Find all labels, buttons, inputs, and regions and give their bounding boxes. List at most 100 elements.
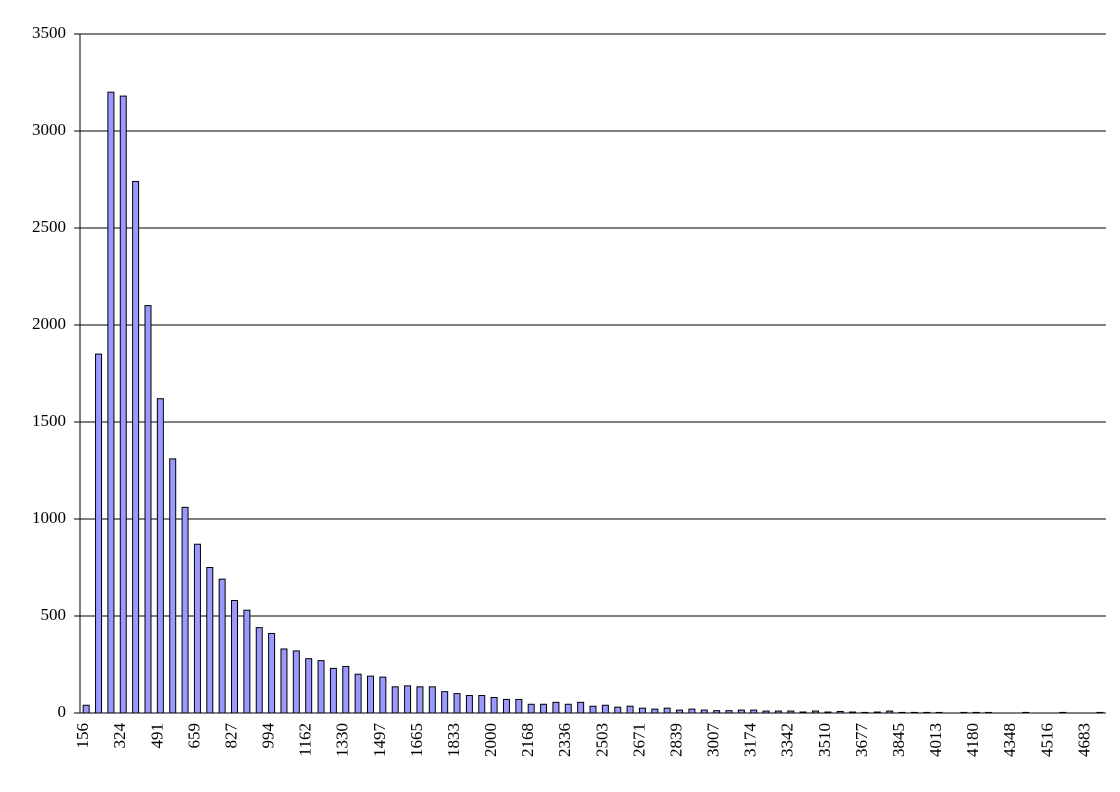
bar [404, 685, 412, 714]
bar [589, 705, 597, 714]
bar [366, 675, 374, 714]
bar [169, 458, 177, 714]
bar [935, 711, 943, 714]
x-tick-label: 659 [184, 723, 203, 749]
y-tick-label: 3000 [32, 120, 66, 139]
x-tick-label: 827 [221, 723, 240, 749]
bar [107, 91, 115, 714]
bar [329, 667, 337, 714]
x-tick-label: 3845 [889, 723, 908, 757]
bar [663, 707, 671, 714]
y-tick-label: 0 [58, 702, 67, 721]
bar [342, 665, 350, 714]
bar [713, 710, 721, 714]
bar [317, 660, 325, 714]
bar [428, 686, 436, 714]
x-tick-label: 1497 [370, 723, 389, 758]
bar [465, 695, 473, 714]
bar [391, 686, 399, 714]
bar [849, 711, 857, 714]
x-tick-label: 3510 [815, 723, 834, 757]
bar [354, 673, 362, 714]
bar [762, 710, 770, 714]
bar [638, 707, 646, 714]
bar [132, 180, 140, 714]
bar [1022, 711, 1030, 714]
bar [231, 599, 239, 714]
y-tick-label: 500 [41, 605, 67, 624]
bar [1059, 711, 1067, 714]
bar [886, 710, 894, 714]
bar [453, 693, 461, 714]
bar [144, 305, 152, 714]
bar [95, 353, 103, 714]
bar [243, 609, 251, 714]
bar [193, 543, 201, 714]
x-tick-label: 3174 [741, 723, 760, 758]
bar [478, 695, 486, 714]
x-tick-label: 2503 [592, 723, 611, 757]
bar [601, 704, 609, 714]
bar [268, 632, 276, 714]
y-tick-label: 3500 [32, 23, 66, 42]
bar [787, 710, 795, 714]
bar [923, 711, 931, 714]
bar [626, 705, 634, 714]
bar [750, 709, 758, 714]
bar [836, 710, 844, 714]
bar [119, 95, 127, 714]
x-tick-label: 156 [73, 723, 92, 749]
bar [552, 701, 560, 714]
x-tick-label: 4348 [1000, 723, 1019, 757]
bar [898, 711, 906, 714]
x-tick-label: 3677 [852, 723, 871, 758]
bar [441, 691, 449, 714]
bar [292, 650, 300, 714]
bar [379, 676, 387, 714]
bar [280, 648, 288, 714]
x-tick-label: 2000 [481, 723, 500, 757]
y-tick-label: 2000 [32, 314, 66, 333]
bar [156, 398, 164, 714]
x-tick-label: 2839 [666, 723, 685, 757]
bar [255, 627, 263, 714]
bar [861, 711, 869, 714]
x-tick-label: 2671 [629, 723, 648, 757]
bar [910, 711, 918, 714]
x-tick-label: 2168 [518, 723, 537, 757]
bar [527, 703, 535, 714]
x-tick-label: 1833 [444, 723, 463, 757]
bar [676, 709, 684, 714]
bar [972, 711, 980, 714]
x-tick-label: 4516 [1037, 723, 1056, 757]
x-tick-label: 3342 [778, 723, 797, 757]
bar [540, 703, 548, 714]
bar [416, 686, 424, 714]
bar [1096, 711, 1104, 714]
bar [799, 711, 807, 714]
bar [873, 711, 881, 714]
bar [725, 710, 733, 714]
y-tick-label: 2500 [32, 217, 66, 236]
x-tick-label: 491 [147, 723, 166, 749]
bar [577, 701, 585, 714]
bar [824, 711, 832, 714]
bar [651, 708, 659, 714]
bar [206, 567, 214, 714]
bar [564, 703, 572, 714]
x-tick-label: 1665 [407, 723, 426, 757]
bar [985, 711, 993, 714]
bar [82, 704, 90, 714]
bar [774, 710, 782, 714]
bar [305, 658, 313, 714]
bar [614, 706, 622, 714]
bar [700, 709, 708, 714]
x-tick-label: 1162 [296, 723, 315, 756]
x-tick-label: 2336 [555, 723, 574, 757]
y-tick-label: 1000 [32, 508, 66, 527]
x-tick-label: 1330 [333, 723, 352, 757]
x-tick-label: 994 [259, 723, 278, 749]
x-tick-label: 4180 [963, 723, 982, 757]
